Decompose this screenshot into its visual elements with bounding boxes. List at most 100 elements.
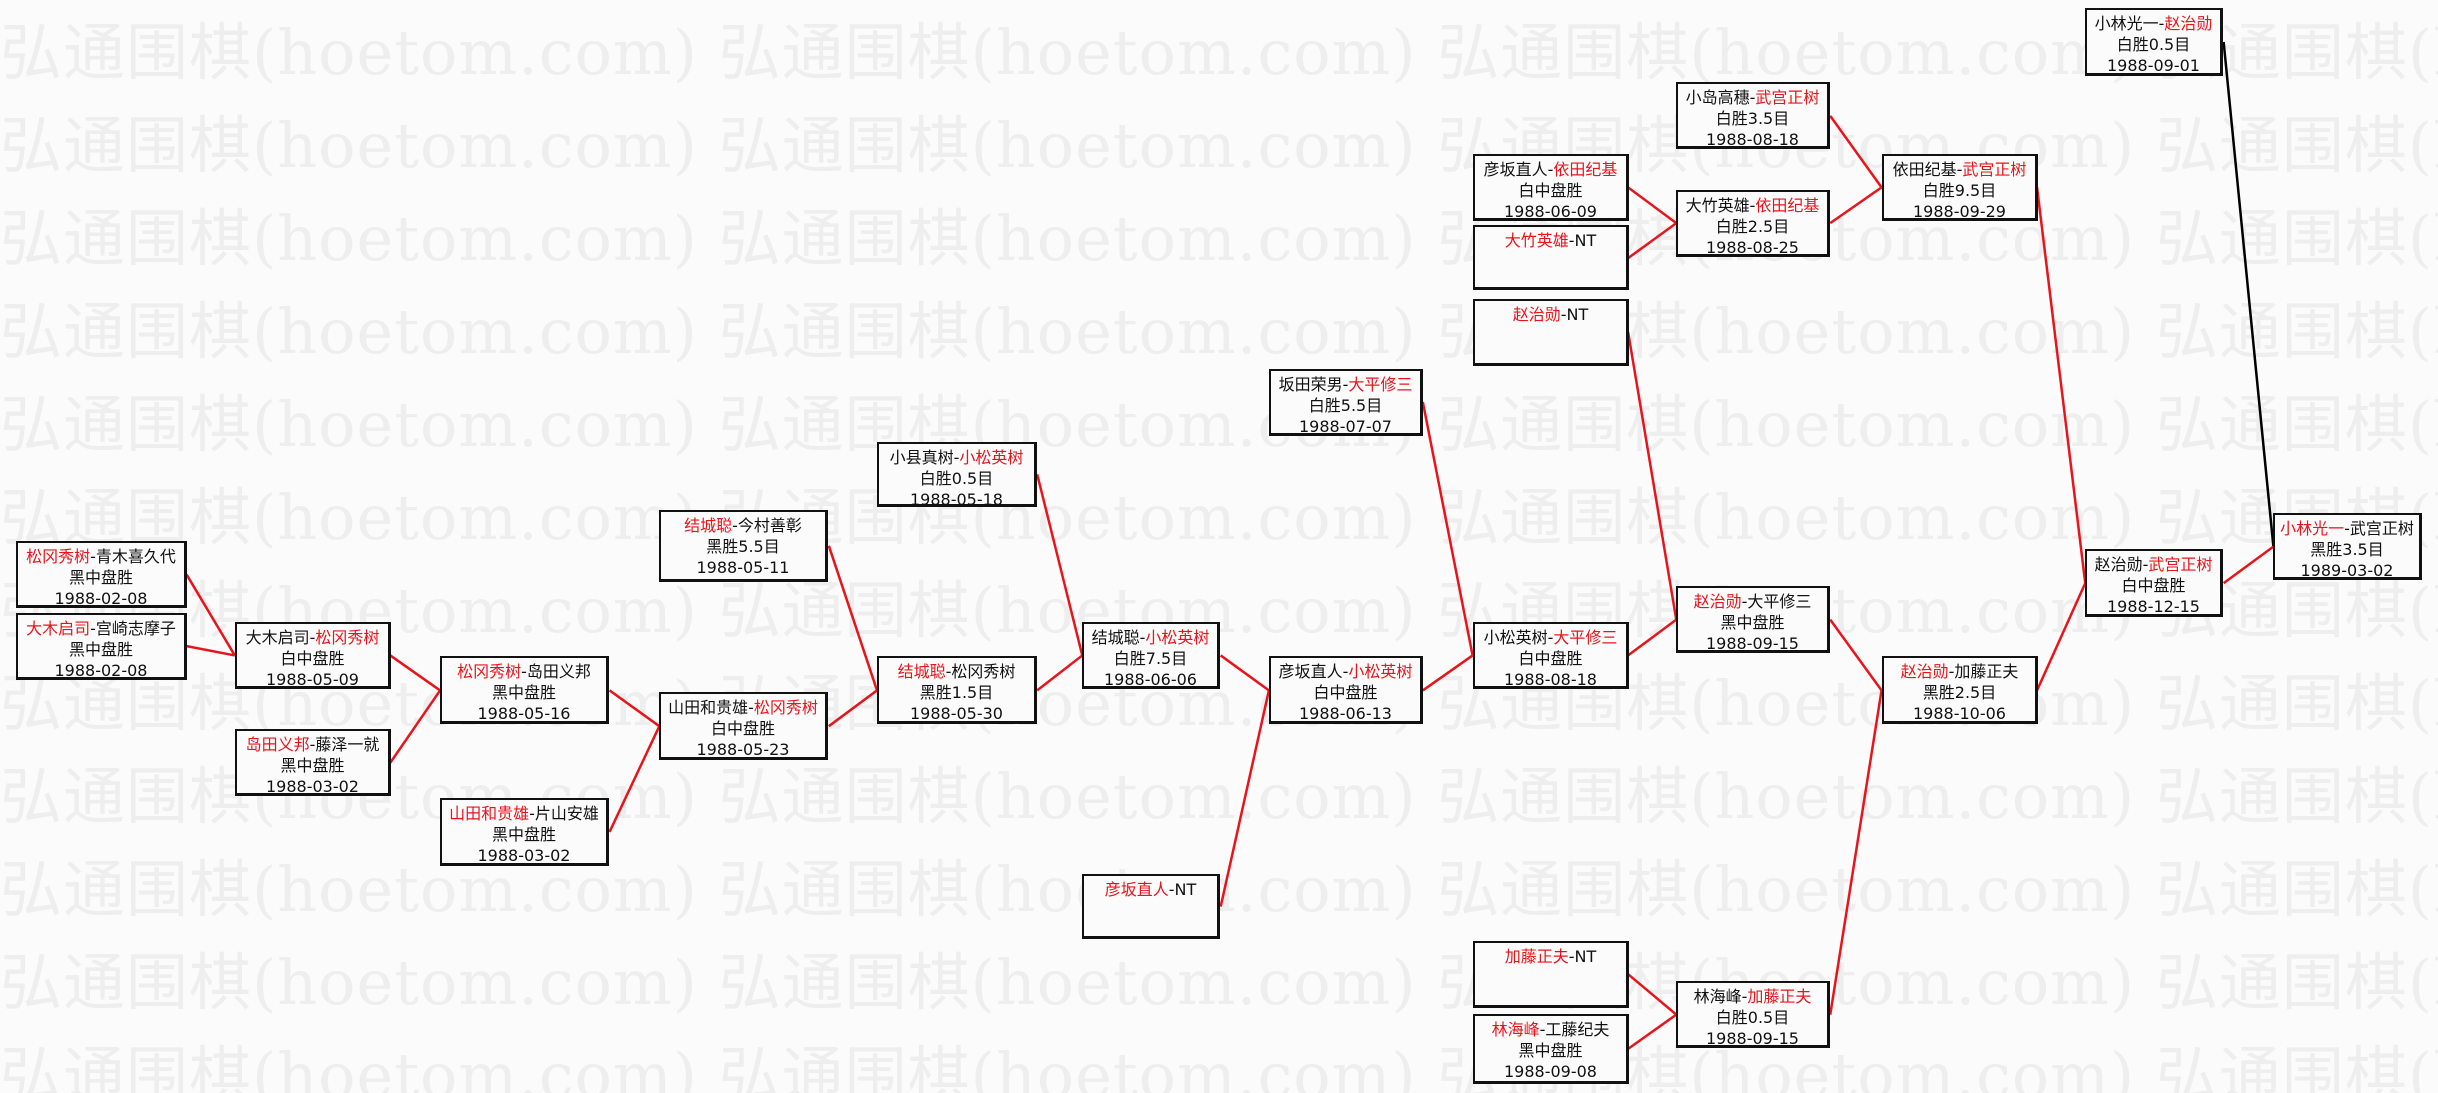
match-result: 白中盘胜 xyxy=(1518,649,1583,668)
match-date: 1988-05-23 xyxy=(696,740,790,759)
separator: - xyxy=(1948,662,1955,681)
separator: - xyxy=(1568,947,1575,966)
connector-line xyxy=(608,689,661,728)
player-1: 小县真树 xyxy=(889,448,954,467)
player-2: 依田纪基 xyxy=(1755,196,1820,215)
match-result: 白胜3.5目 xyxy=(1715,109,1790,128)
connector-line xyxy=(389,689,442,764)
connector-line xyxy=(2222,41,2275,547)
match-box: 彦坂直人-依田纪基 白中盘胜 1988-06-09 xyxy=(1473,154,1629,221)
connector-line xyxy=(2035,187,2087,584)
player-1: 小松英树 xyxy=(1483,628,1548,647)
separator: - xyxy=(90,547,96,566)
player-1: 小林光一 xyxy=(2094,14,2159,33)
match-box: 赵治勋-NT xyxy=(1473,299,1629,366)
connector-line xyxy=(1627,618,1678,657)
player-1: 林海峰 xyxy=(1693,987,1742,1006)
match-box: 山田和贵雄-松冈秀树 白中盘胜 1988-05-23 xyxy=(659,692,828,760)
match-players: 加藤正夫-NT xyxy=(1475,946,1626,967)
player-1: 松冈秀树 xyxy=(457,662,522,681)
match-players: 坂田荣男-大平修三 xyxy=(1271,374,1420,395)
connector-line xyxy=(1627,973,1678,1016)
match-box: 小林光一-赵治勋 白胜0.5目 1988-09-01 xyxy=(2085,8,2223,76)
match-box: 松冈秀树-岛田义邦 黑中盘胜 1988-05-16 xyxy=(440,656,609,724)
match-date: 1988-08-18 xyxy=(1706,130,1799,149)
player-1: 结城聪 xyxy=(897,662,946,681)
match-players: 松冈秀树-岛田义邦 xyxy=(442,661,606,682)
player-1: 赵治勋 xyxy=(2094,555,2143,574)
match-result: 黑胜3.5目 xyxy=(2310,540,2384,559)
player-1: 彦坂直人 xyxy=(1483,160,1548,179)
match-date: 1988-03-02 xyxy=(266,777,359,796)
match-players: 松冈秀树-青木喜久代 xyxy=(18,546,184,567)
match-players: 小松英树-大平修三 xyxy=(1475,627,1626,648)
match-players: 赵治勋-NT xyxy=(1475,304,1626,325)
match-players: 赵治勋-加藤正夫 xyxy=(1884,661,2035,682)
match-box: 松冈秀树-青木喜久代 黑中盘胜 1988-02-08 xyxy=(16,541,187,608)
match-date: 1988-05-18 xyxy=(910,490,1003,507)
separator: - xyxy=(1956,160,1963,179)
connector-line xyxy=(185,573,236,657)
player-1: 彦坂直人 xyxy=(1278,662,1343,681)
connector-line xyxy=(1421,401,1474,656)
match-date: 1988-08-18 xyxy=(1504,670,1597,689)
player-2: 大平修三 xyxy=(1348,375,1413,394)
match-date: 1988-06-09 xyxy=(1504,202,1597,221)
match-result: 黑胜2.5目 xyxy=(1922,683,1997,702)
match-date: 1988-10-06 xyxy=(1913,704,2006,723)
match-result: 黑胜1.5目 xyxy=(919,683,994,702)
match-box: 结城聪-松冈秀树 黑胜1.5目 1988-05-30 xyxy=(877,656,1037,724)
match-box: 结城聪-小松英树 白胜7.5目 1988-06-06 xyxy=(1082,622,1220,689)
player-2: 武宫正树 xyxy=(2148,555,2213,574)
match-players: 大木启司-松冈秀树 xyxy=(237,627,388,648)
match-players: 依田纪基-武宫正树 xyxy=(1884,159,2035,180)
player-2: 工藤纪夫 xyxy=(1545,1020,1610,1039)
match-date: 1988-05-09 xyxy=(266,670,359,689)
player-1: 赵治勋 xyxy=(1900,662,1949,681)
connector-line xyxy=(1627,1013,1678,1050)
connector-line xyxy=(1219,690,1271,907)
match-players: 结城聪-松冈秀树 xyxy=(879,661,1034,682)
separator: - xyxy=(732,516,738,535)
match-players: 小岛高穗-武宫正树 xyxy=(1678,87,1827,108)
match-box: 彦坂直人-小松英树 白中盘胜 1988-06-13 xyxy=(1269,656,1423,724)
player-2: 藤泽一就 xyxy=(315,735,380,754)
player-2: 片山安雄 xyxy=(534,804,599,823)
player-1: 松冈秀树 xyxy=(26,547,91,566)
player-1: 山田和贵雄 xyxy=(449,804,530,823)
player-2: 松冈秀树 xyxy=(753,698,818,717)
player-1: 大木启司 xyxy=(245,628,310,647)
connector-line xyxy=(1626,331,1678,620)
player-2: 加藤正夫 xyxy=(1747,987,1812,1006)
match-box: 小林光一-武宫正树 黑胜3.5目 1989-03-02 xyxy=(2273,513,2422,580)
connector-line xyxy=(1627,186,1678,225)
match-players: 彦坂直人-小松英树 xyxy=(1271,661,1420,682)
match-result: 白胜9.5目 xyxy=(1922,181,1997,200)
match-box: 依田纪基-武宫正树 白胜9.5目 1988-09-29 xyxy=(1882,154,2038,221)
player-1: 大竹英雄 xyxy=(1504,231,1569,250)
match-box: 赵治勋-武宫正树 白中盘胜 1988-12-15 xyxy=(2085,549,2223,617)
player-2: NT xyxy=(1574,231,1597,250)
connector-line xyxy=(1036,654,1084,692)
player-2: 小松英树 xyxy=(1145,628,1210,647)
separator: - xyxy=(1547,628,1554,647)
player-1: 小林光一 xyxy=(2280,519,2345,538)
match-result: 黑中盘胜 xyxy=(1720,613,1785,632)
match-players: 小县真树-小松英树 xyxy=(879,447,1034,468)
match-players: 大竹英雄-NT xyxy=(1475,230,1626,251)
separator: - xyxy=(2142,555,2149,574)
match-date: 1988-09-01 xyxy=(2107,56,2200,75)
match-box: 彦坂直人-NT xyxy=(1082,874,1220,939)
match-players: 小林光一-赵治勋 xyxy=(2087,13,2220,34)
match-result: 白胜2.5目 xyxy=(1715,217,1790,236)
separator: - xyxy=(1741,987,1748,1006)
connector-line xyxy=(1829,115,1883,189)
separator: - xyxy=(1568,231,1575,250)
player-2: 赵治勋 xyxy=(2164,14,2213,33)
player-2: 大平修三 xyxy=(1747,592,1812,611)
match-box: 赵治勋-加藤正夫 黑胜2.5目 1988-10-06 xyxy=(1882,656,2038,724)
match-players: 山田和贵雄-松冈秀树 xyxy=(661,697,825,718)
player-2: 小松英树 xyxy=(1348,662,1413,681)
match-date: 1988-09-15 xyxy=(1706,1029,1799,1048)
